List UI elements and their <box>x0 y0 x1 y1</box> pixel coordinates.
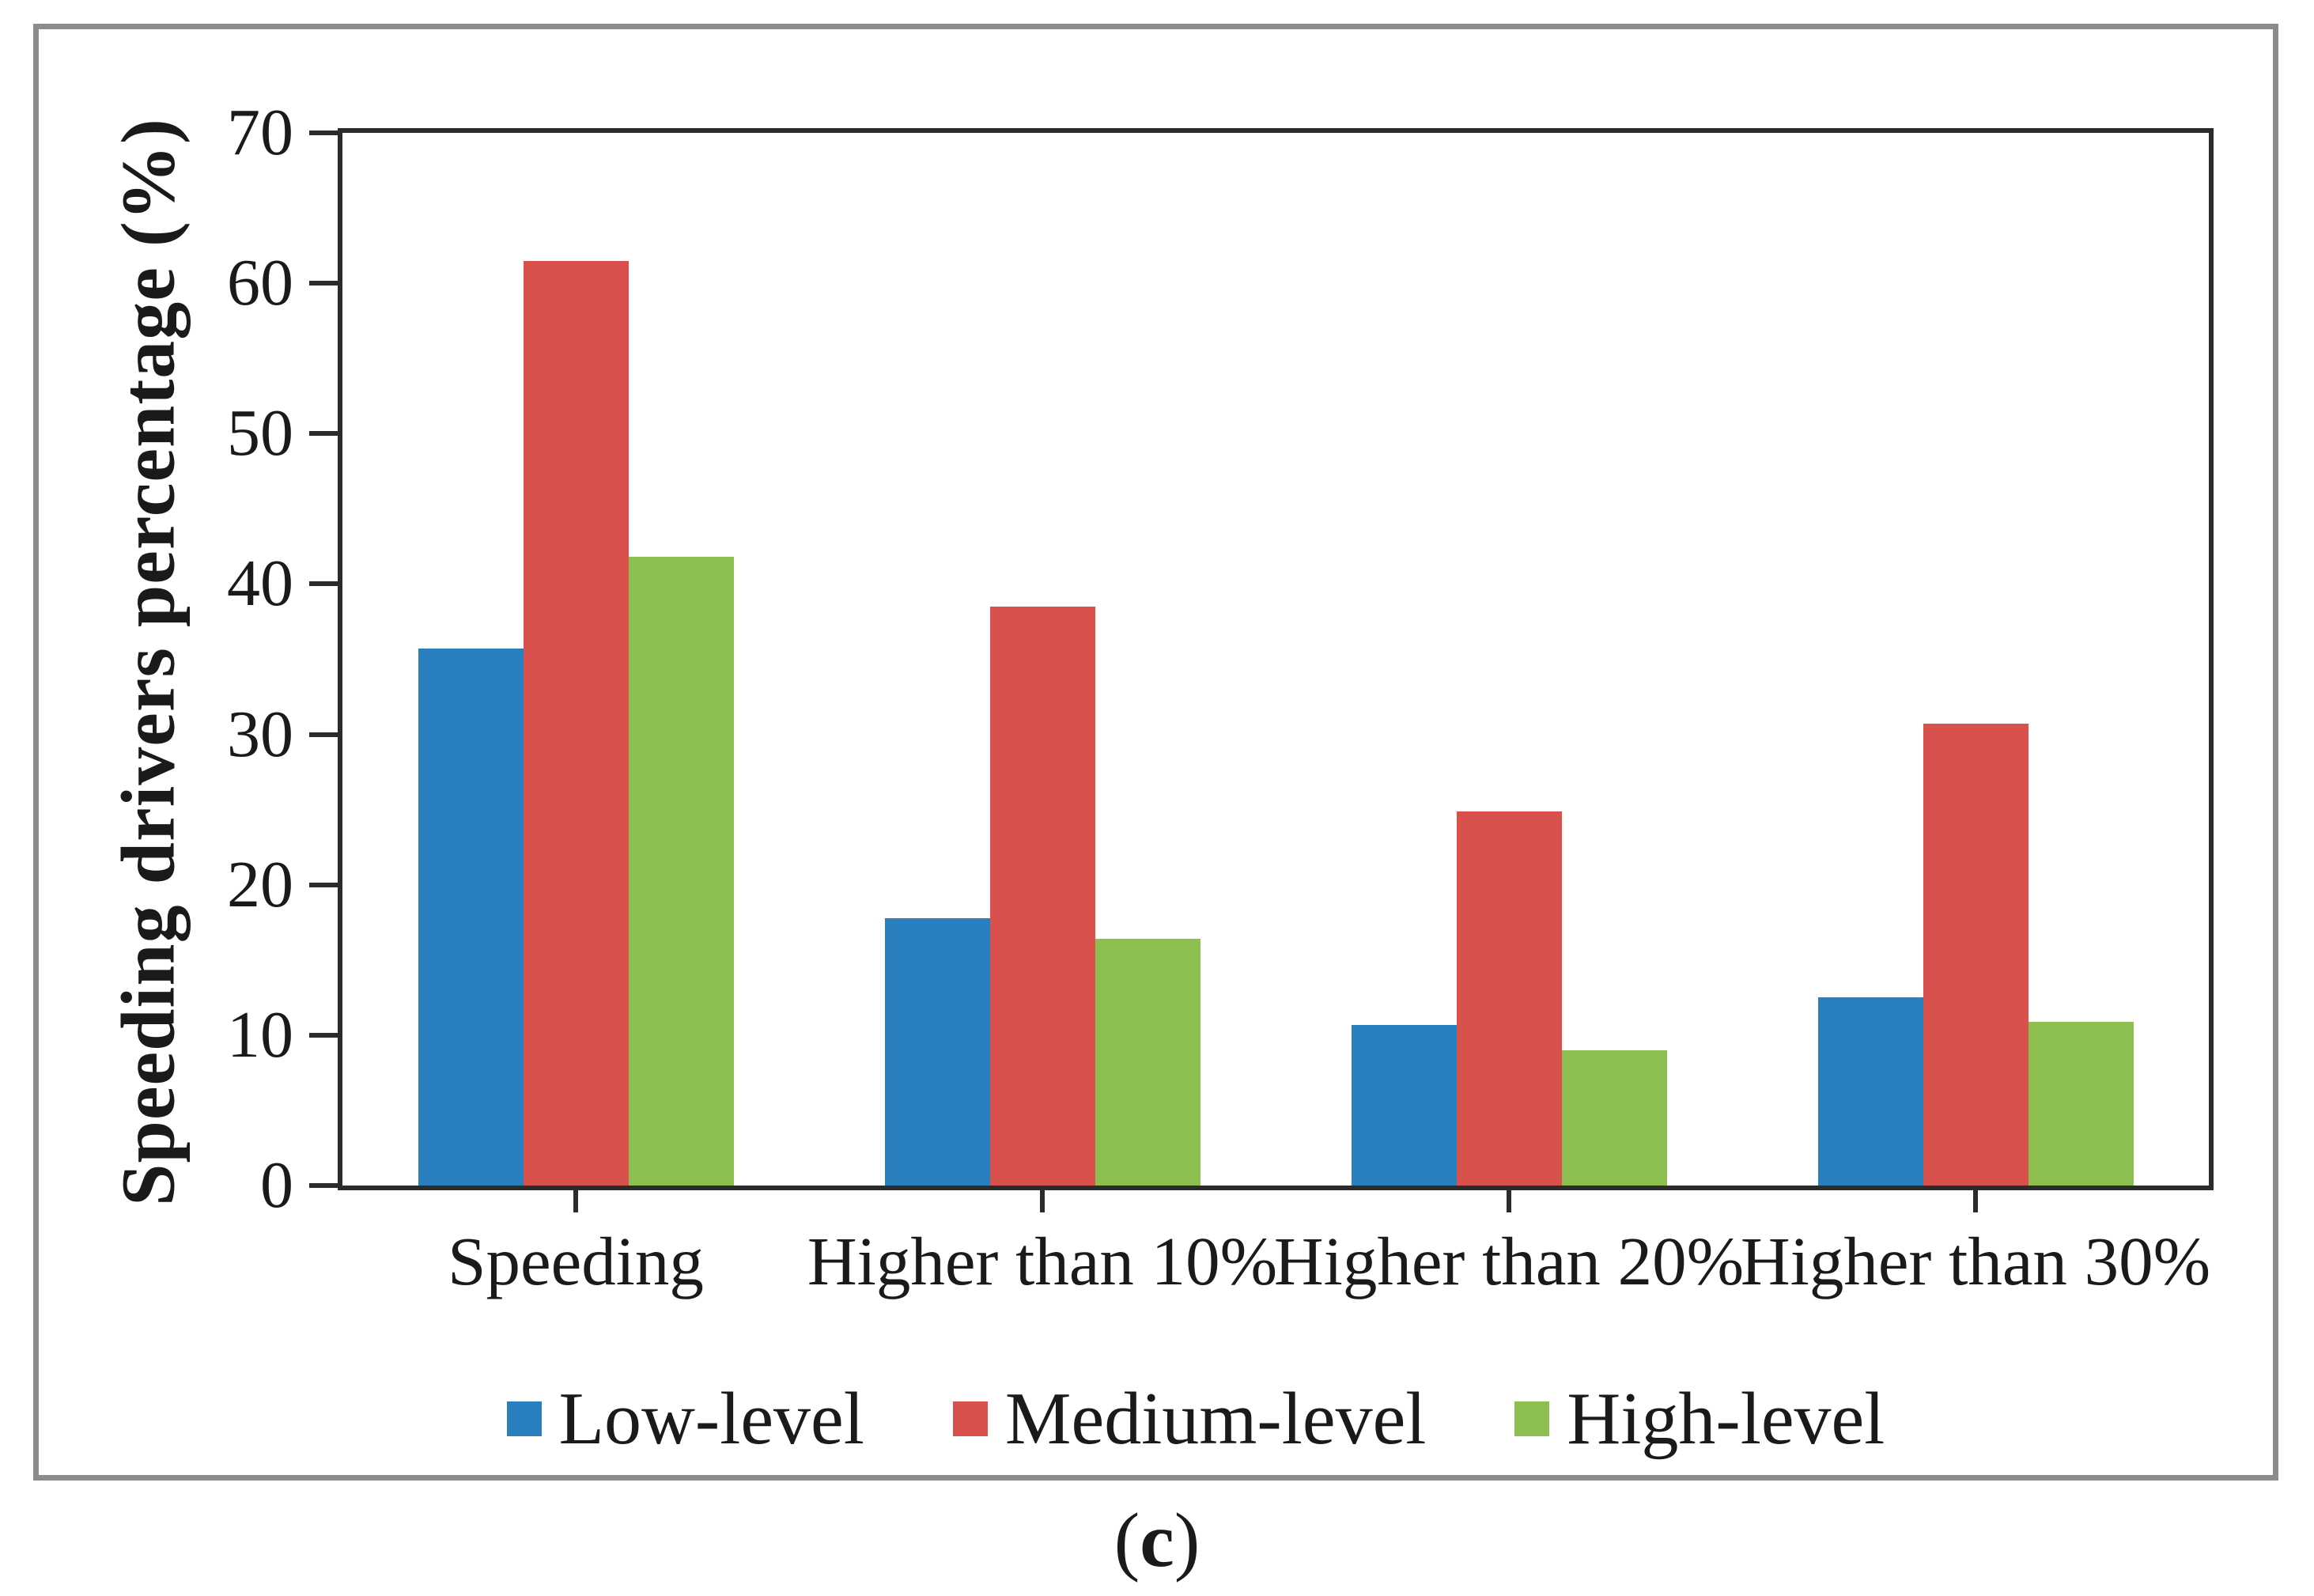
caption-paren-close: ) <box>1174 1498 1200 1583</box>
x-tick-mark <box>573 1190 578 1212</box>
plot-inner <box>342 133 2209 1186</box>
y-tick-label: 60 <box>227 246 293 320</box>
legend: Low-level Medium-level High-level <box>78 1367 2313 1470</box>
legend-marker-high-level <box>1514 1401 1550 1436</box>
bar-low-level-2 <box>884 917 990 1186</box>
x-tick-label-3: Higher than 20% <box>1273 1223 1745 1299</box>
figure-border: Speeding drivers percentage (%) 0 10 20 30 4… <box>33 24 2278 1481</box>
y-tick-mark <box>309 431 338 437</box>
x-tick-label-2: Higher than 10% <box>807 1223 1278 1299</box>
y-tick-label: 0 <box>260 1148 293 1222</box>
y-tick-label: 10 <box>227 997 293 1072</box>
y-tick-mark <box>309 1183 338 1188</box>
y-tick-label: 70 <box>227 96 293 169</box>
x-tick-label-1: Speeding <box>448 1223 704 1299</box>
y-tick-label: 50 <box>227 396 293 471</box>
x-tick-mark <box>1507 1190 1511 1212</box>
y-tick-mark <box>309 882 338 887</box>
bar-high-level-2 <box>1095 939 1200 1186</box>
bar-low-level-1 <box>418 649 524 1186</box>
bar-medium-level-2 <box>989 606 1095 1186</box>
legend-label: High-level <box>1567 1378 1885 1460</box>
bar-medium-level-3 <box>1456 811 1562 1186</box>
bar-high-level-3 <box>1561 1050 1667 1186</box>
legend-marker-low-level <box>506 1401 542 1436</box>
bar-high-level-1 <box>628 557 734 1186</box>
bar-low-level-4 <box>1817 997 1923 1186</box>
legend-item-low-level: Low-level <box>506 1378 864 1460</box>
y-tick-mark <box>309 732 338 737</box>
legend-item-high-level: High-level <box>1514 1379 1885 1458</box>
bar-medium-level-1 <box>523 260 629 1186</box>
figure-caption: (c) <box>0 1500 2314 1582</box>
caption-paren-open: ( <box>1114 1498 1140 1583</box>
x-tick-label-4: Higher than 30% <box>1740 1223 2211 1299</box>
y-tick-label: 30 <box>227 697 293 771</box>
y-tick-mark <box>309 281 338 286</box>
legend-item-medium-level: Medium-level <box>952 1378 1427 1460</box>
bar-medium-level-4 <box>1923 724 2029 1186</box>
plot-area <box>338 128 2214 1190</box>
legend-label: Medium-level <box>1004 1378 1427 1460</box>
y-tick-label: 20 <box>227 847 293 921</box>
x-tick-mark <box>1040 1190 1045 1212</box>
bar-high-level-4 <box>2028 1021 2134 1186</box>
bar-low-level-3 <box>1351 1024 1457 1186</box>
legend-label: Low-level <box>558 1378 864 1460</box>
x-tick-mark <box>1973 1190 1978 1212</box>
y-tick-label: 40 <box>227 546 293 621</box>
legend-marker-medium-level <box>952 1401 988 1436</box>
y-tick-mark <box>309 1032 338 1038</box>
y-tick-mark <box>309 581 338 587</box>
y-tick-mark <box>309 130 338 135</box>
caption-letter: c <box>1140 1498 1174 1583</box>
